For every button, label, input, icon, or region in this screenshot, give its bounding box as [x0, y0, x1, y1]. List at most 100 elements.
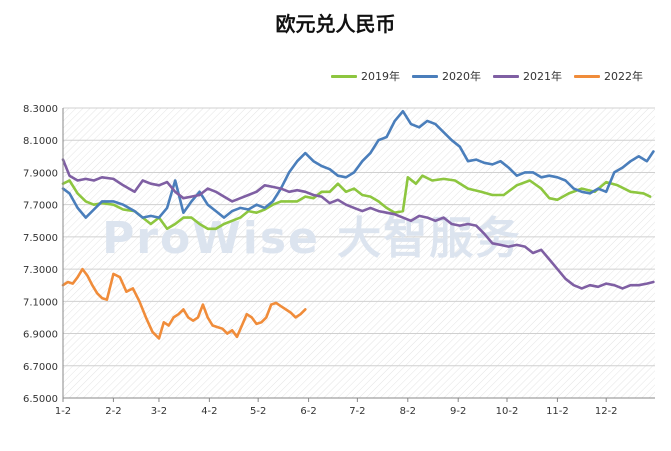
data-point	[296, 189, 299, 191]
data-point	[450, 139, 453, 141]
data-point	[597, 286, 599, 288]
legend-label-2019: 2019年	[361, 70, 400, 83]
legend-label-2020: 2020年	[442, 70, 481, 83]
data-point	[226, 332, 229, 335]
data-point	[122, 184, 124, 187]
y-tick-label: 7.3000	[23, 265, 58, 276]
data-point	[93, 179, 95, 182]
data-point	[516, 184, 518, 187]
data-point	[190, 200, 193, 203]
data-point	[263, 207, 266, 209]
y-tick-label: 6.9000	[23, 330, 58, 341]
data-point	[241, 324, 243, 327]
data-point	[132, 287, 134, 290]
data-point	[507, 166, 510, 169]
data-point	[475, 224, 477, 227]
data-point	[637, 284, 640, 287]
data-point	[198, 223, 201, 225]
data-point	[122, 203, 124, 206]
data-point	[629, 284, 632, 287]
data-point	[93, 203, 95, 206]
data-point	[166, 207, 168, 209]
data-point	[345, 176, 347, 179]
legend-label-2022: 2022年	[604, 70, 643, 83]
data-point	[637, 155, 640, 158]
data-point	[122, 208, 124, 211]
data-point	[328, 168, 331, 170]
x-tick-label: 5-2	[250, 406, 266, 417]
data-point	[93, 208, 95, 211]
data-point	[101, 200, 103, 203]
legend-item-2020: 2020年	[412, 69, 481, 83]
data-point	[158, 216, 160, 219]
data-point	[133, 191, 136, 193]
data-point	[231, 329, 233, 332]
data-point	[255, 203, 258, 206]
legend-swatch-2021	[493, 74, 519, 78]
data-point	[434, 123, 437, 125]
data-point	[442, 216, 445, 219]
data-point	[177, 313, 180, 316]
data-point	[540, 187, 542, 190]
data-point	[605, 181, 607, 183]
y-tick-label: 6.5000	[23, 394, 58, 405]
data-point	[621, 166, 624, 169]
data-point	[548, 258, 551, 261]
data-point	[272, 203, 274, 206]
data-point	[202, 303, 204, 306]
data-point	[572, 187, 575, 190]
data-point	[377, 139, 380, 141]
data-point	[540, 249, 542, 251]
data-point	[231, 200, 233, 203]
data-point	[312, 197, 315, 199]
data-point	[119, 276, 121, 279]
data-point	[564, 278, 567, 280]
data-point	[198, 191, 201, 193]
data-point	[236, 336, 238, 338]
data-point	[629, 160, 632, 162]
data-point	[272, 186, 274, 188]
data-point	[163, 321, 165, 324]
data-point	[483, 162, 486, 164]
data-point	[646, 282, 648, 285]
data-point	[247, 208, 250, 211]
data-point	[385, 136, 388, 138]
data-point	[353, 171, 355, 174]
legend-item-2022: 2022年	[574, 69, 643, 83]
data-point	[215, 191, 217, 193]
data-point	[67, 281, 69, 283]
x-tick-label: 10-2	[496, 406, 519, 417]
data-point	[288, 171, 290, 174]
data-point	[112, 203, 115, 206]
data-point	[377, 210, 380, 212]
data-point	[255, 211, 258, 214]
data-point	[197, 316, 199, 319]
data-point	[150, 182, 152, 185]
data-point	[516, 244, 518, 246]
data-point	[101, 176, 103, 179]
data-point	[467, 160, 469, 162]
data-point	[190, 216, 193, 219]
data-point	[556, 199, 559, 201]
data-point	[572, 284, 575, 287]
data-point	[294, 316, 297, 319]
data-point	[206, 187, 209, 190]
data-point	[246, 313, 248, 316]
data-point	[138, 300, 141, 303]
y-tick-label: 7.7000	[23, 201, 58, 212]
data-point	[597, 187, 599, 190]
data-point	[231, 220, 233, 222]
data-point	[304, 152, 307, 154]
data-point	[402, 110, 404, 112]
data-point	[652, 281, 655, 283]
data-point	[320, 165, 323, 167]
data-point	[172, 316, 175, 319]
x-tick-label: 6-2	[300, 406, 316, 417]
data-point	[280, 200, 282, 203]
data-point	[394, 213, 396, 216]
x-tick-label: 3-2	[151, 406, 167, 417]
data-point	[285, 308, 287, 311]
data-point	[605, 191, 607, 193]
data-point	[182, 211, 185, 214]
